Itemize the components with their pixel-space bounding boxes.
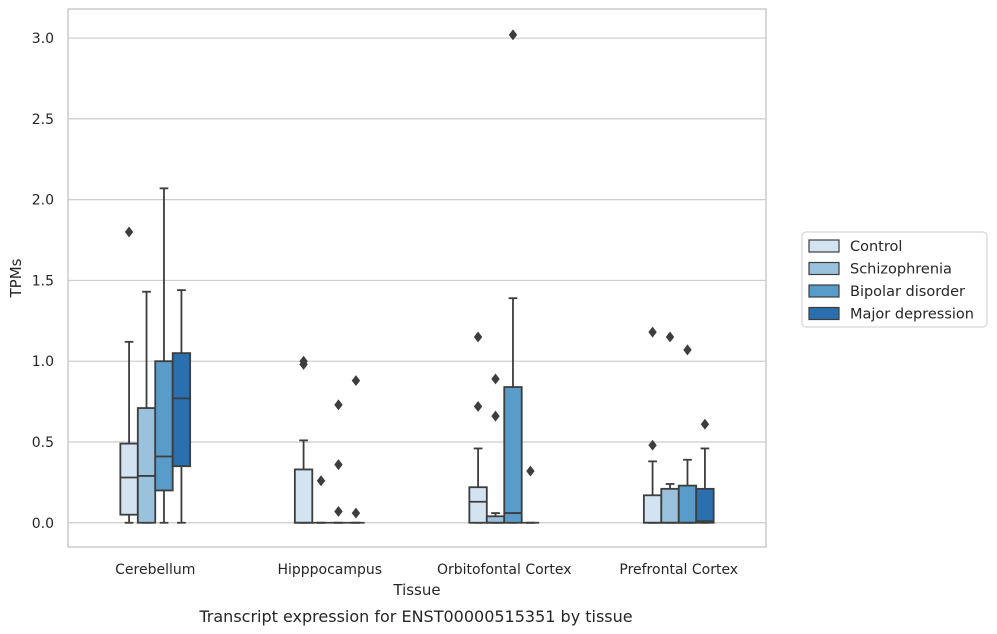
legend-frame xyxy=(801,231,988,328)
x-tick-label: Orbitofontal Cortex xyxy=(437,562,572,578)
legend-swatch xyxy=(808,261,840,276)
plot-frame xyxy=(67,8,767,548)
y-tick-label: 3.0 xyxy=(32,31,54,47)
boxes xyxy=(119,29,715,524)
box-iqr xyxy=(119,442,139,516)
box-major-depression xyxy=(347,375,365,524)
box-major-depression xyxy=(521,465,540,524)
box-iqr xyxy=(660,487,680,524)
box-schizophrenia xyxy=(312,475,330,524)
box-major-depression xyxy=(695,418,715,524)
x-tick-label: Prefrontal Cortex xyxy=(619,562,738,578)
outlier-marker xyxy=(299,355,308,367)
figure-caption: Transcript expression for ENST0000051535… xyxy=(198,607,632,626)
outlier-marker xyxy=(648,439,657,451)
x-axis-label: Tissue xyxy=(392,581,440,599)
x-tick-label: Cerebellum xyxy=(115,562,195,578)
legend-swatch xyxy=(808,284,840,298)
y-axis-label: TPMs xyxy=(7,258,25,298)
box-iqr xyxy=(171,352,192,468)
y-tick-label: 1.0 xyxy=(32,354,54,370)
legend-label: Bipolar disorder xyxy=(850,284,965,300)
y-tick-label: 2.5 xyxy=(32,112,54,128)
box-control xyxy=(293,355,314,524)
x-axis-ticks: Cerebellum Hipppocampus Orbitofontal Corte… xyxy=(115,562,738,578)
box-control xyxy=(119,226,139,524)
outlier-marker xyxy=(491,373,500,385)
box-iqr xyxy=(136,407,157,524)
legend-label: Major depression xyxy=(850,307,974,323)
outlier-marker xyxy=(124,226,134,238)
legend-label: Control xyxy=(850,239,902,255)
box-iqr xyxy=(695,487,715,524)
outlier-marker xyxy=(508,29,518,41)
box-bipolar-disorder xyxy=(154,187,174,524)
box-bipolar-disorder xyxy=(677,344,698,524)
y-tick-label: 2.0 xyxy=(32,193,54,209)
outlier-marker xyxy=(316,475,326,487)
box-control xyxy=(642,326,663,524)
outlier-marker xyxy=(700,418,710,430)
outlier-marker xyxy=(351,375,361,387)
outlier-marker xyxy=(665,331,675,343)
outlier-marker xyxy=(334,505,343,517)
legend-swatch xyxy=(808,306,840,321)
box-iqr xyxy=(154,360,174,492)
y-tick-label: 0.5 xyxy=(32,435,54,451)
outlier-marker xyxy=(491,410,500,422)
outlier-marker xyxy=(334,459,343,471)
legend-label: Schizophrenia xyxy=(850,262,952,278)
box-iqr xyxy=(485,515,506,524)
outlier-marker xyxy=(526,465,535,477)
box-schizophrenia xyxy=(136,290,157,524)
outlier-marker xyxy=(683,344,692,356)
legend: Control Schizophrenia Bipolar disorder Majo… xyxy=(801,231,988,328)
box-iqr xyxy=(468,486,488,524)
outlier-marker xyxy=(473,400,483,412)
outlier-marker xyxy=(648,326,657,338)
box-major-depression xyxy=(171,289,192,524)
box-iqr xyxy=(642,494,663,524)
legend-swatch xyxy=(808,239,840,253)
box-bipolar-disorder xyxy=(329,399,348,524)
x-tick-label: Hipppocampus xyxy=(277,562,382,578)
box-bipolar-disorder xyxy=(503,29,523,524)
outlier-marker xyxy=(473,331,483,343)
box-iqr xyxy=(677,484,698,524)
box-schizophrenia xyxy=(485,373,506,524)
y-tick-label: 1.5 xyxy=(32,273,54,289)
y-axis-ticks: 0.0 0.5 1.0 1.5 2.0 2.5 3.0 xyxy=(32,31,54,532)
box-iqr xyxy=(293,468,314,524)
outlier-marker xyxy=(351,507,361,519)
box-control xyxy=(468,331,488,524)
box-schizophrenia xyxy=(660,331,680,524)
outlier-marker xyxy=(334,399,343,411)
y-tick-label: 0.0 xyxy=(32,516,54,532)
box-iqr xyxy=(503,386,523,524)
